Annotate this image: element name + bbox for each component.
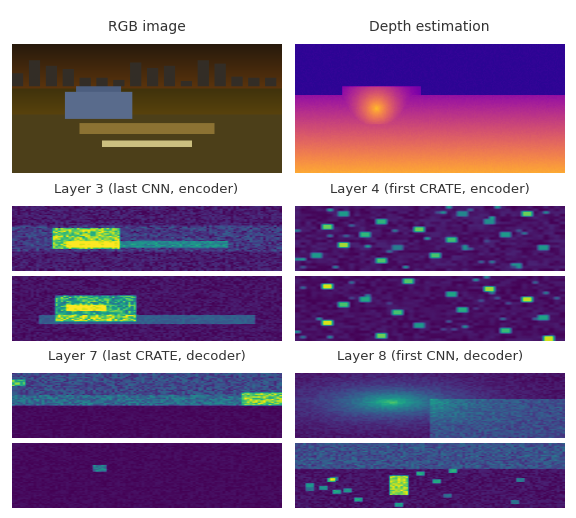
Text: RGB image: RGB image bbox=[108, 20, 185, 34]
Text: Depth estimation: Depth estimation bbox=[369, 20, 490, 34]
Text: Layer 3 (last CNN, encoder): Layer 3 (last CNN, encoder) bbox=[54, 183, 238, 196]
Text: Layer 8 (first CNN, decoder): Layer 8 (first CNN, decoder) bbox=[336, 351, 522, 364]
Text: Layer 4 (first CRATE, encoder): Layer 4 (first CRATE, encoder) bbox=[329, 183, 529, 196]
Text: Layer 7 (last CRATE, decoder): Layer 7 (last CRATE, decoder) bbox=[47, 351, 245, 364]
